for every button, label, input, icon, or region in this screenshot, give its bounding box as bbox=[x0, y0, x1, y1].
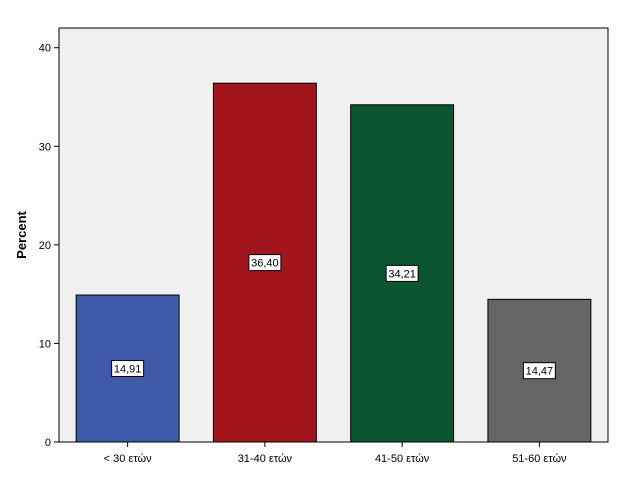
x-tick-label: 41-50 ετών bbox=[375, 453, 430, 465]
data-label: 34,21 bbox=[388, 268, 416, 280]
y-tick-label: 30 bbox=[39, 141, 51, 153]
data-label-box bbox=[385, 264, 419, 282]
x-tick-label: < 30 ετών bbox=[104, 453, 152, 465]
x-tick-label: 31-40 ετών bbox=[238, 453, 293, 465]
data-label: 36,40 bbox=[251, 258, 279, 270]
y-tick-label: 0 bbox=[45, 437, 51, 449]
data-label-box bbox=[248, 254, 282, 272]
bars: 14,91 36,40 34,21 14,47 bbox=[75, 82, 592, 443]
y-axis: 0 10 20 30 40 bbox=[39, 43, 59, 449]
data-label-box bbox=[111, 360, 145, 378]
data-label: 14,91 bbox=[114, 364, 142, 376]
y-tick-label: 20 bbox=[39, 240, 51, 252]
y-axis-label: Percent bbox=[14, 210, 29, 258]
y-tick-label: 40 bbox=[39, 43, 51, 55]
data-label: 14,47 bbox=[526, 366, 554, 378]
x-axis: < 30 ετών 31-40 ετών 41-50 ετών 51-60 ετών bbox=[104, 442, 567, 465]
x-tick-label: 51-60 ετών bbox=[512, 453, 567, 465]
y-tick-label: 10 bbox=[39, 338, 51, 350]
data-label-box bbox=[522, 362, 556, 380]
